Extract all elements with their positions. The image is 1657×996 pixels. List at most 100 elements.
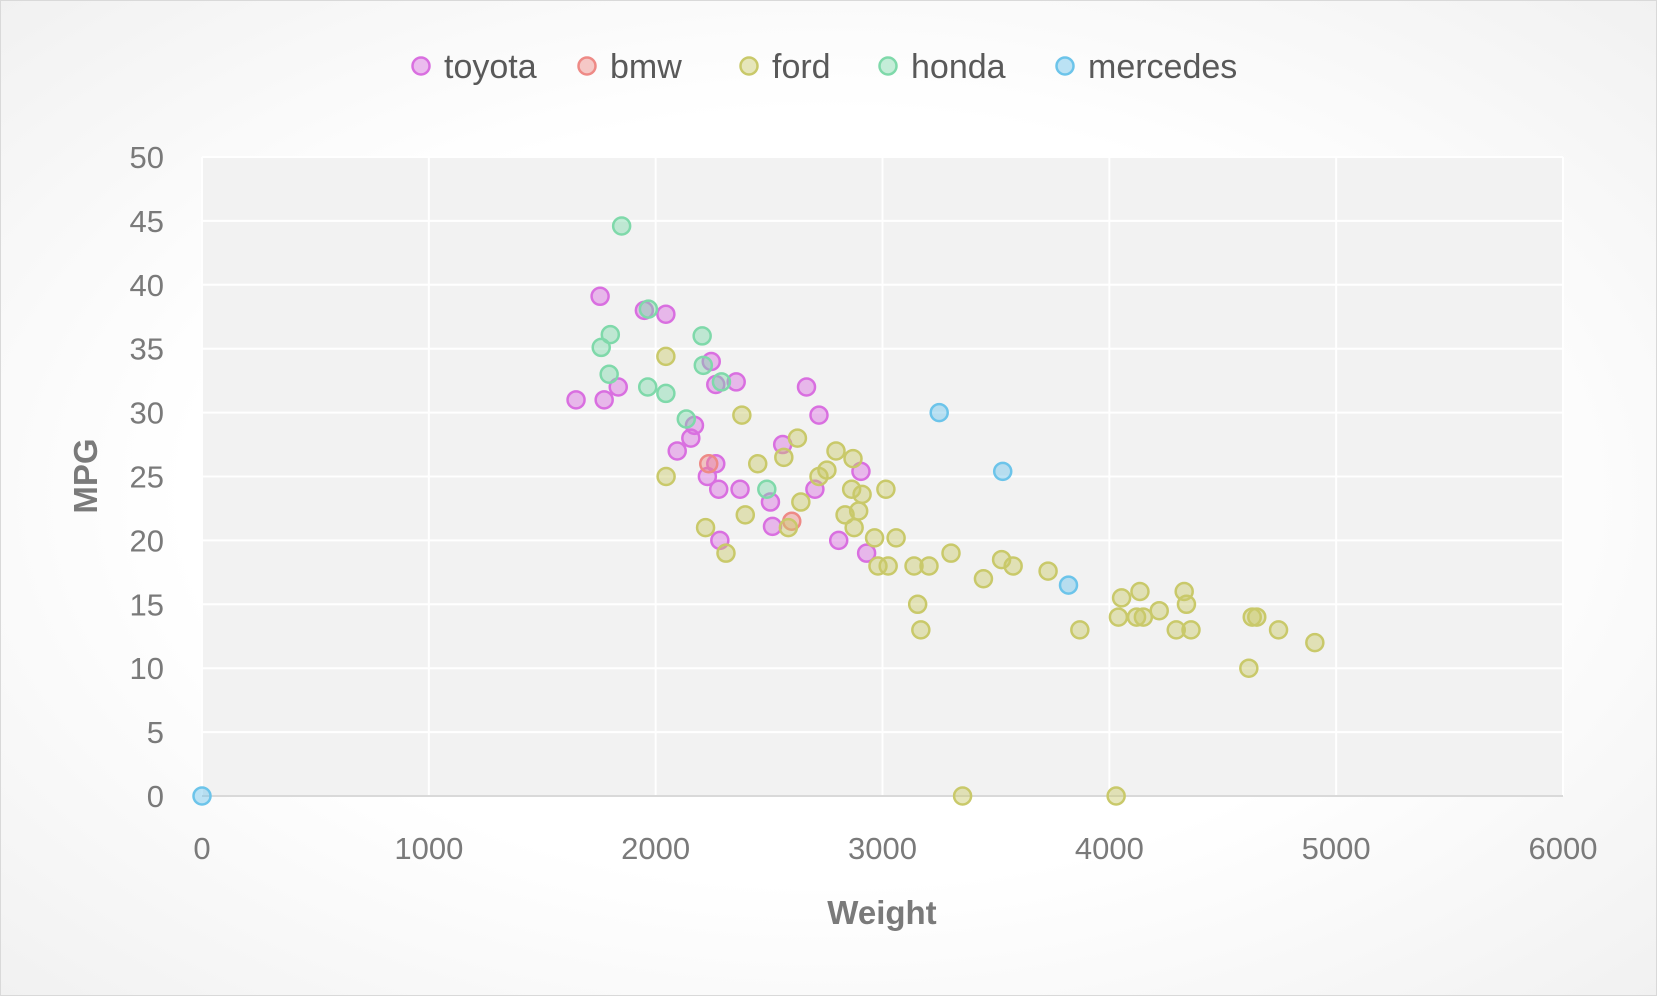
data-point — [594, 390, 614, 410]
data-point — [706, 453, 726, 474]
data-point — [591, 337, 611, 358]
data-point — [608, 377, 628, 397]
data-point — [1038, 561, 1058, 581]
data-point — [1181, 620, 1201, 640]
legend: toyota bmw ford honda mercedes — [411, 48, 1237, 86]
x-tick-label: 5000 — [1302, 831, 1371, 866]
data-point — [735, 505, 756, 525]
data-point — [637, 377, 658, 397]
gridlines — [201, 156, 1564, 797]
x-tick-label: 0 — [193, 831, 210, 866]
data-point — [1149, 600, 1169, 621]
data-point — [787, 428, 808, 448]
data-point — [1108, 607, 1129, 627]
y-tick-label: 40 — [130, 268, 164, 303]
data-point — [876, 479, 896, 500]
y-tick-label: 35 — [130, 332, 164, 367]
data-point — [708, 479, 729, 500]
series-ford — [656, 346, 1325, 806]
legend-marker — [577, 56, 597, 76]
y-tick-label: 50 — [130, 140, 164, 175]
data-point — [919, 556, 939, 576]
y-tick-label: 20 — [130, 523, 164, 558]
data-point — [1058, 575, 1079, 595]
data-point — [878, 556, 898, 576]
data-point — [726, 372, 746, 392]
data-point — [911, 620, 931, 640]
data-point — [929, 402, 949, 423]
data-point — [667, 441, 687, 461]
data-point — [1176, 594, 1197, 615]
y-axis-tick-labels: 0 5 10 15 20 25 30 35 40 45 50 — [130, 140, 164, 814]
data-point — [698, 453, 719, 474]
data-point — [778, 517, 799, 538]
x-tick-label: 3000 — [848, 831, 917, 866]
data-point — [692, 326, 712, 346]
legend-label: mercedes — [1088, 48, 1237, 86]
legend-marker — [411, 56, 431, 76]
x-tick-label: 2000 — [621, 831, 690, 866]
x-tick-label: 4000 — [1075, 831, 1144, 866]
data-point — [852, 484, 872, 505]
legend-marker — [739, 56, 759, 76]
data-point — [828, 530, 849, 551]
data-point — [762, 516, 783, 537]
data-point — [747, 453, 768, 474]
y-tick-label: 25 — [130, 460, 164, 495]
y-tick-label: 10 — [130, 651, 164, 686]
data-point — [600, 324, 621, 345]
data-point — [693, 355, 714, 376]
data-point — [809, 405, 829, 425]
data-point — [1247, 607, 1267, 627]
data-point — [843, 448, 863, 469]
data-point — [566, 390, 586, 410]
data-point — [1166, 620, 1186, 640]
data-point — [952, 786, 973, 806]
series-honda — [591, 216, 777, 500]
data-point — [192, 786, 212, 806]
data-point — [695, 517, 716, 538]
data-point — [1111, 588, 1132, 608]
data-point — [611, 216, 632, 236]
x-axis-tick-labels: 0 1000 2000 3000 4000 5000 6000 — [193, 831, 1597, 866]
data-point — [590, 286, 610, 307]
data-point — [1305, 632, 1325, 653]
data-point — [1268, 620, 1289, 640]
x-axis-title: Weight — [827, 894, 936, 931]
data-point — [656, 466, 676, 487]
data-point — [992, 461, 1013, 482]
legend-marker — [1055, 56, 1075, 76]
legend-label: honda — [911, 48, 1006, 86]
data-point — [856, 543, 877, 563]
data-point — [757, 479, 777, 500]
y-tick-label: 30 — [130, 396, 164, 431]
series-mercedes — [192, 402, 1079, 806]
data-point — [844, 517, 864, 538]
data-point — [1133, 607, 1154, 627]
data-point — [774, 447, 794, 468]
data-point — [848, 501, 869, 521]
data-point — [904, 556, 924, 576]
data-point — [841, 479, 862, 500]
legend-marker — [878, 56, 898, 76]
data-point — [1126, 607, 1147, 627]
data-point — [817, 460, 837, 480]
data-point — [941, 543, 961, 563]
x-tick-label: 1000 — [394, 831, 463, 866]
data-point — [826, 441, 846, 461]
data-point — [656, 304, 676, 324]
y-tick-label: 15 — [130, 587, 164, 622]
data-point — [907, 594, 928, 615]
legend-label: ford — [772, 48, 831, 86]
data-point — [791, 492, 811, 512]
x-tick-label: 6000 — [1529, 831, 1598, 866]
data-point — [656, 383, 676, 404]
data-point — [599, 364, 619, 385]
y-tick-label: 0 — [147, 779, 164, 814]
data-point — [1106, 786, 1126, 806]
data-point — [1130, 581, 1150, 602]
data-point — [864, 528, 885, 548]
data-point — [1003, 556, 1023, 576]
data-point — [716, 543, 736, 563]
